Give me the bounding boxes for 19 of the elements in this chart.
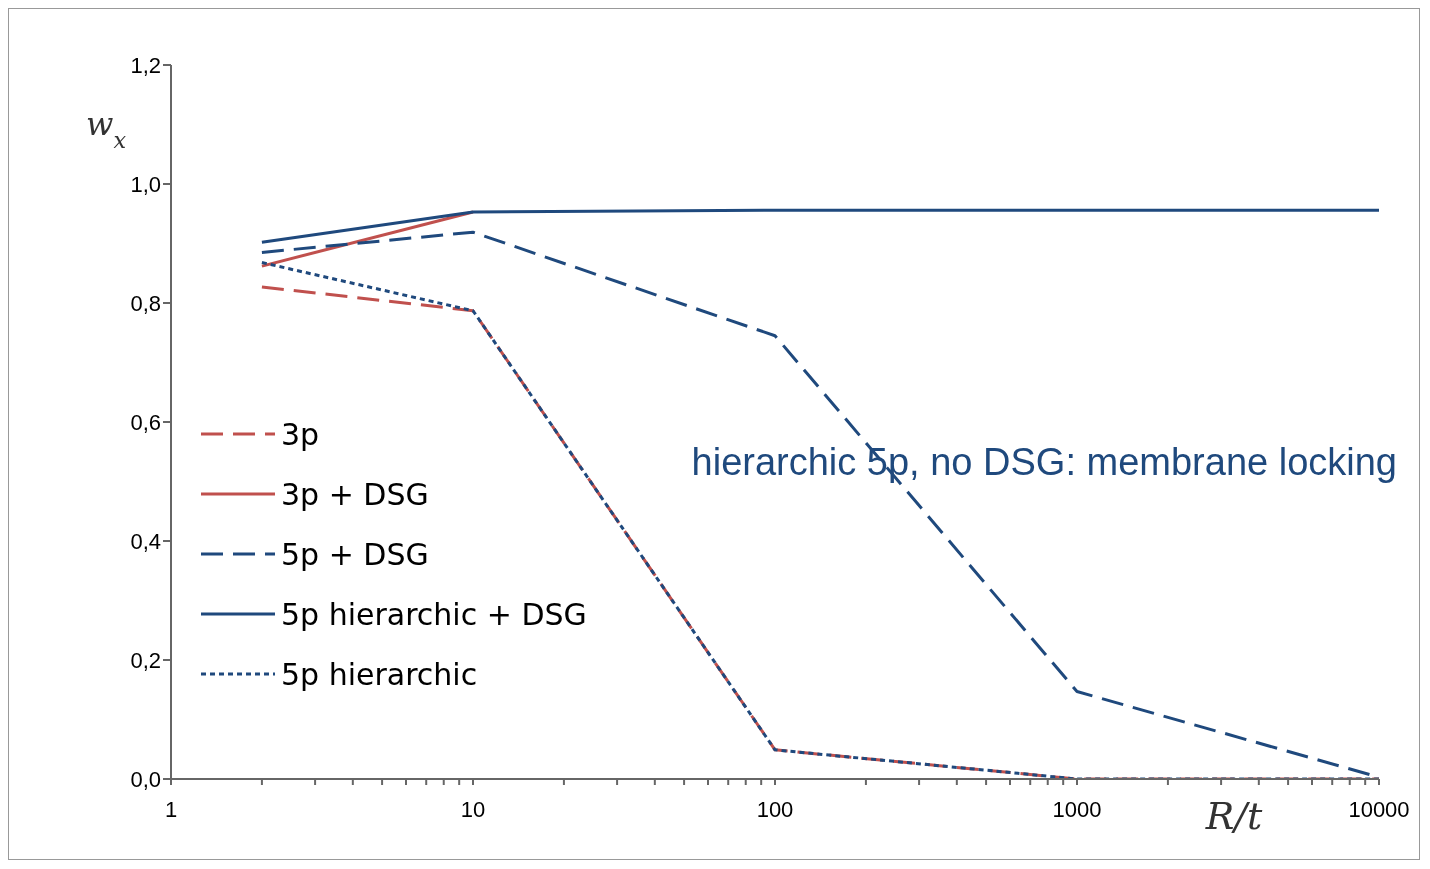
- x-tick-label: 1000: [1052, 796, 1102, 822]
- x-tick-label: 10000: [1348, 796, 1410, 822]
- y-tick-label: 1,0: [130, 171, 161, 197]
- y-tick-label: 0,2: [130, 647, 161, 673]
- y-tick-label: 0,6: [130, 409, 161, 435]
- y-tick-label: 0,8: [130, 290, 161, 316]
- x-tick-label: 100: [756, 796, 794, 822]
- x-tick-label: 1: [164, 796, 178, 822]
- legend-label: 5p hierarchic + DSG: [281, 596, 587, 632]
- y-tick-label: 0,4: [130, 528, 161, 554]
- legend-label: 3p + DSG: [281, 476, 429, 512]
- y-tick-label: 1,2: [130, 52, 161, 78]
- legend-label: 3p: [281, 416, 320, 452]
- y-axis-title: w$_{x}$: [85, 105, 127, 153]
- y-tick-label: 0,0: [130, 766, 161, 792]
- legend-label: 5p + DSG: [281, 536, 429, 572]
- x-tick-label: 10: [460, 796, 486, 822]
- x-axis-title: R/t: [1204, 794, 1264, 838]
- legend-label: 5p hierarchic: [281, 656, 478, 692]
